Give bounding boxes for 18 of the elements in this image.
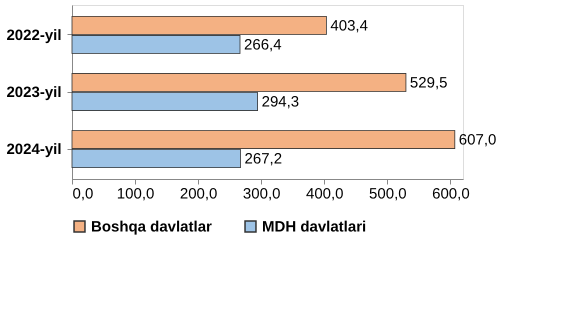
- x-tick-label: 400,0: [306, 186, 344, 202]
- data-label: 607,0: [458, 132, 496, 149]
- data-label: 403,4: [330, 17, 368, 34]
- y-tick-label: 2022-yil: [6, 26, 62, 44]
- x-tick-label: 300,0: [242, 186, 280, 202]
- x-tick-label: 500,0: [369, 186, 407, 202]
- data-label: 266,4: [244, 36, 282, 54]
- legend-label: MDH davlatlari: [262, 218, 366, 236]
- x-tick-label: 100,0: [116, 186, 154, 202]
- data-label: 294,3: [262, 94, 300, 111]
- x-tick-label: 200,0: [180, 186, 218, 202]
- y-tick-label: 2024-yil: [6, 141, 62, 158]
- x-tick-label: 600,0: [432, 186, 470, 202]
- data-label: 267,2: [244, 150, 282, 168]
- x-tick-label: 0,0: [72, 186, 94, 202]
- y-tick-label: 2023-yil: [6, 84, 62, 101]
- legend-label: Boshqa davlatlar: [91, 218, 212, 236]
- data-label: 529,5: [410, 74, 448, 92]
